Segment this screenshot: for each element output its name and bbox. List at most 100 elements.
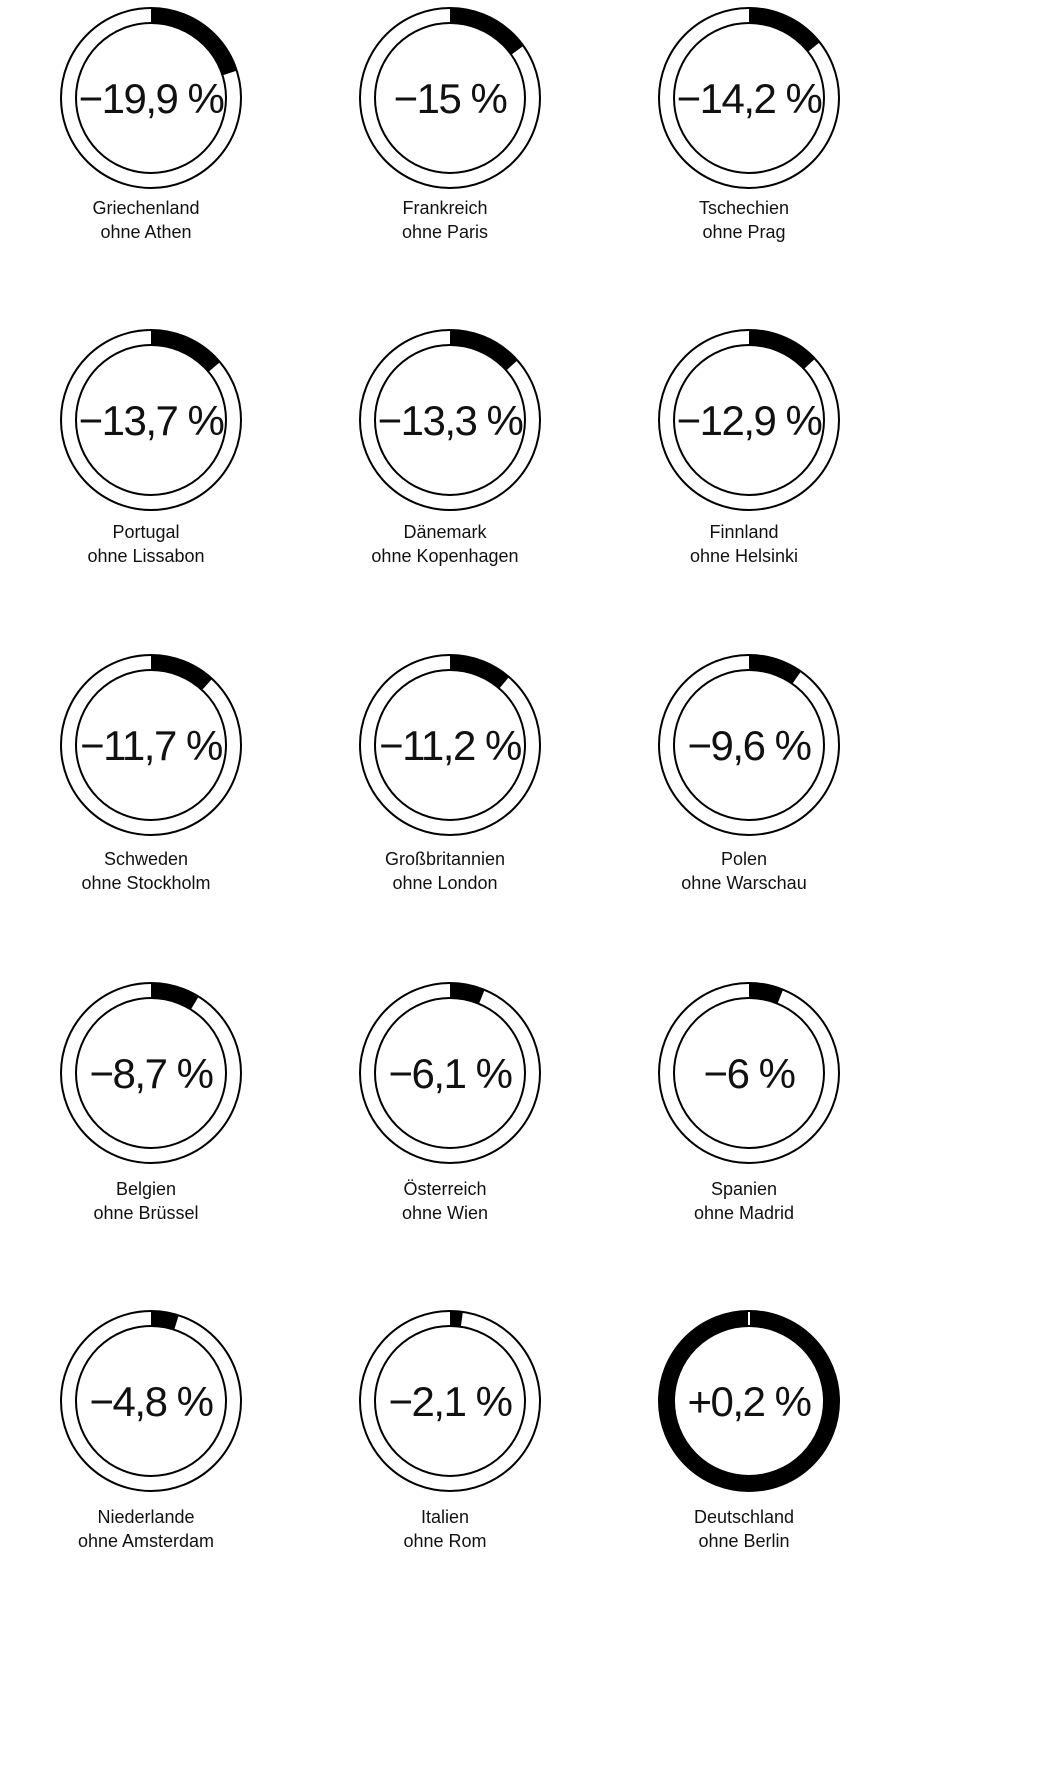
donut-segment: [450, 655, 509, 688]
capital-exclusion-label: ohne Madrid: [694, 1203, 794, 1223]
donut-outer-ring: [359, 982, 541, 1164]
donut-outer-ring: [658, 7, 840, 189]
donut-value-label: −14,2 %: [677, 75, 822, 122]
country-label: Großbritannien: [385, 849, 505, 869]
donut-inner-ring: [75, 22, 227, 174]
donut-item: −6 % Spanien ohne Madrid: [658, 982, 840, 1223]
capital-exclusion-label: ohne Warschau: [681, 873, 806, 893]
donut-segment-edge: [775, 988, 784, 1004]
donut-segment: [749, 655, 801, 684]
capital-exclusion-label: ohne Kopenhagen: [371, 546, 518, 566]
country-label: Tschechien: [699, 198, 789, 218]
capital-exclusion-label: ohne Stockholm: [81, 873, 210, 893]
capital-exclusion-label: ohne Berlin: [698, 1531, 789, 1551]
donut-inner-ring: [673, 669, 825, 821]
country-label: Deutschland: [694, 1507, 794, 1527]
donut-inner-ring: [374, 1325, 526, 1477]
donut-segment-edge: [200, 677, 213, 691]
donut-segment: [450, 1311, 462, 1327]
donut-inner-ring: [374, 344, 526, 496]
donut-segment-edge: [221, 68, 237, 76]
country-label: Schweden: [104, 849, 188, 869]
donut-value-label: +0,2 %: [688, 1378, 811, 1425]
donut-inner-ring: [374, 669, 526, 821]
donut-segment-edge: [510, 44, 524, 55]
donut-segment: [151, 330, 220, 372]
donut-segment-edge: [790, 670, 801, 684]
donut-segment-edge: [172, 1314, 179, 1330]
donut-item: −12,9 % Finnland ohne Helsinki: [658, 329, 840, 566]
country-label: Österreich: [403, 1179, 486, 1199]
donut-item: −4,8 % Niederlande ohne Amsterdam: [60, 1310, 242, 1551]
donut-segment: [450, 330, 517, 370]
donut-segment: [151, 1311, 178, 1330]
capital-exclusion-label: ohne Rom: [403, 1531, 486, 1551]
donut-inner-ring: [673, 344, 825, 496]
donut-segment: [749, 330, 815, 369]
donut-segment-edge: [458, 1311, 463, 1327]
donut-outer-ring: [359, 7, 541, 189]
donut-inner-ring: [75, 1325, 227, 1477]
donut-segment-edge: [497, 675, 509, 689]
donut-value-label: −6 %: [704, 1050, 795, 1097]
donut-value-label: −15 %: [394, 75, 507, 122]
donut-item: −11,7 % Schweden ohne Stockholm: [60, 654, 242, 893]
donut-segment: [450, 8, 523, 54]
donut-chart-grid: −19,9 % Griechenland ohne Athen −15 % Frankr…: [60, 7, 840, 1551]
donut-item: −11,2 % Großbritannien ohne London: [359, 654, 541, 893]
country-label: Polen: [721, 849, 767, 869]
capital-exclusion-label: ohne Lissabon: [87, 546, 204, 566]
donut-value-label: −8,7 %: [90, 1050, 213, 1097]
capital-exclusion-label: ohne Athen: [100, 222, 191, 242]
donut-outer-ring: [658, 329, 840, 511]
country-label: Portugal: [112, 522, 179, 542]
donut-value-label: −9,6 %: [688, 722, 811, 769]
donut-item: −13,7 % Portugal ohne Lissabon: [60, 329, 242, 566]
donut-segment-edge: [504, 358, 518, 371]
country-label: Frankreich: [402, 198, 487, 218]
donut-value-label: −11,7 %: [80, 722, 222, 769]
country-label: Griechenland: [92, 198, 199, 218]
donut-outer-ring: [658, 982, 840, 1164]
country-label: Italien: [421, 1507, 469, 1527]
country-label: Dänemark: [403, 522, 487, 542]
donut-value-label: −19,9 %: [79, 75, 224, 122]
donut-segment-edge: [477, 989, 485, 1004]
donut-item: −6,1 % Österreich ohne Wien: [359, 982, 541, 1223]
donut-item: −9,6 % Polen ohne Warschau: [658, 654, 840, 893]
capital-exclusion-label: ohne London: [392, 873, 497, 893]
donut-segment-edge: [207, 360, 220, 372]
donut-value-label: −13,3 %: [378, 397, 523, 444]
donut-item: −13,3 % Dänemark ohne Kopenhagen: [359, 329, 541, 566]
capital-exclusion-label: ohne Wien: [402, 1203, 488, 1223]
donut-outer-ring: [359, 654, 541, 836]
donut-value-label: −4,8 %: [90, 1378, 213, 1425]
donut-value-label: −6,1 %: [389, 1050, 512, 1097]
donut-outer-ring: [60, 982, 242, 1164]
donut-item: −8,7 % Belgien ohne Brüssel: [60, 982, 242, 1223]
donut-segment: [749, 8, 820, 51]
donut-inner-ring: [673, 22, 825, 174]
donut-outer-ring: [359, 1310, 541, 1492]
donut-outer-ring: [658, 654, 840, 836]
country-label: Niederlande: [97, 1507, 194, 1527]
donut-segment-edge: [806, 40, 820, 52]
donut-outer-ring: [359, 329, 541, 511]
country-label: Spanien: [711, 1179, 777, 1199]
donut-segment: [151, 655, 212, 690]
donut-value-label: −12,9 %: [677, 397, 822, 444]
donut-inner-ring: [673, 997, 825, 1149]
donut-value-label: −2,1 %: [389, 1378, 512, 1425]
country-label: Belgien: [116, 1179, 176, 1199]
donut-value-label: −11,2 %: [379, 722, 521, 769]
capital-exclusion-label: ohne Brüssel: [93, 1203, 198, 1223]
country-label: Finnland: [709, 522, 778, 542]
donut-segment-edge: [189, 995, 199, 1010]
donut-item: −15 % Frankreich ohne Paris: [359, 7, 541, 242]
capital-exclusion-label: ohne Helsinki: [690, 546, 798, 566]
capital-exclusion-label: ohne Amsterdam: [78, 1531, 214, 1551]
donut-item: −2,1 % Italien ohne Rom: [359, 1310, 541, 1551]
donut-item: −14,2 % Tschechien ohne Prag: [658, 7, 840, 242]
capital-exclusion-label: ohne Prag: [702, 222, 785, 242]
donut-value-label: −13,7 %: [79, 397, 224, 444]
